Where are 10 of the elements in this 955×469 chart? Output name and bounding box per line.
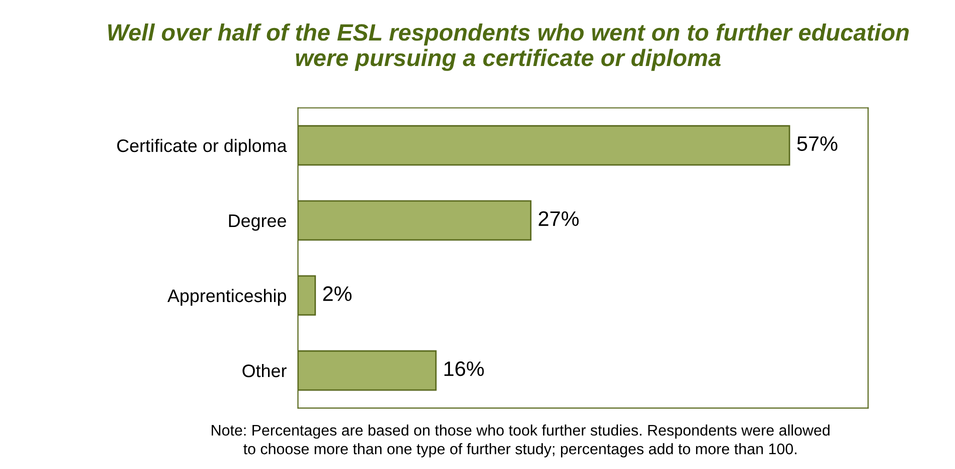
y-tick-label: Apprenticeship [167, 288, 286, 306]
text: Note: Percentages are based on those who took further studies. Respondents were allowed to choose more than one type of further study; percentages add to more than 100. [212, 424, 830, 458]
data-label: 16% [444, 361, 484, 376]
data-label: 27% [538, 211, 579, 226]
data-label: 57% [797, 136, 838, 151]
y-tick-label: Other [242, 364, 287, 378]
data-label: 2% [323, 286, 352, 301]
y-tick-label: Certificate or diploma [117, 138, 287, 156]
y-tick-label: Degree [229, 214, 286, 231]
chart-title: Well over half of the ESL respondents who went on to further education were pursuing a certificate or diploma [108, 23, 909, 71]
